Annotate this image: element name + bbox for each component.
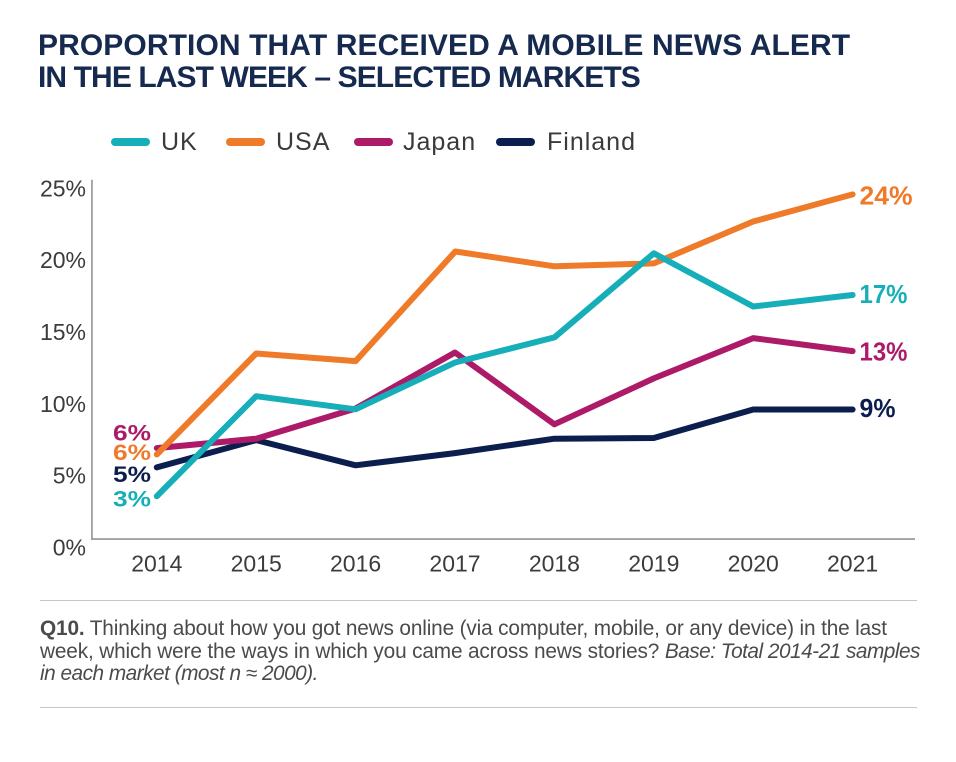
svg-text:2017: 2017 <box>429 551 480 577</box>
svg-text:13%: 13% <box>860 339 908 367</box>
svg-text:9%: 9% <box>860 395 896 423</box>
svg-text:17%: 17% <box>860 281 908 309</box>
svg-text:0%: 0% <box>53 535 86 561</box>
svg-text:2015: 2015 <box>231 551 282 577</box>
svg-text:20%: 20% <box>40 247 86 273</box>
svg-text:25%: 25% <box>40 175 86 201</box>
svg-text:10%: 10% <box>40 391 86 417</box>
svg-text:6%: 6% <box>113 440 151 465</box>
svg-text:2016: 2016 <box>330 551 381 577</box>
svg-text:3%: 3% <box>113 487 151 512</box>
svg-text:2021: 2021 <box>827 551 878 577</box>
svg-text:5%: 5% <box>53 463 86 489</box>
svg-text:24%: 24% <box>860 183 913 211</box>
svg-text:15%: 15% <box>40 319 86 345</box>
svg-text:2019: 2019 <box>628 551 679 577</box>
svg-text:6%: 6% <box>113 421 151 446</box>
svg-text:2014: 2014 <box>131 551 182 577</box>
svg-text:5%: 5% <box>113 462 151 487</box>
svg-text:2018: 2018 <box>529 551 580 577</box>
svg-text:2020: 2020 <box>728 551 779 577</box>
